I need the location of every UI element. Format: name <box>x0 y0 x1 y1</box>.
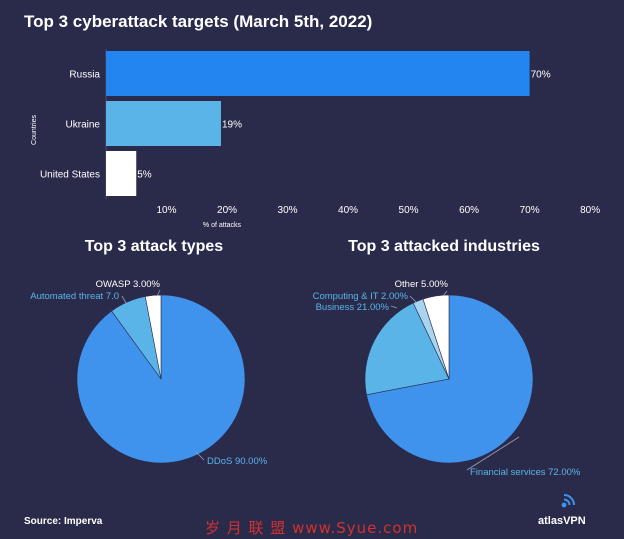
x-tick-label: 60% <box>459 205 479 216</box>
slice-label: Computing & IT 2.00% <box>313 291 409 302</box>
atlasvpn-logo-icon <box>561 494 575 508</box>
slice-label: Financial services 72.00% <box>470 467 581 478</box>
pie-slice <box>144 294 162 380</box>
value-label: 5% <box>137 170 152 181</box>
bar-ukraine <box>106 101 221 146</box>
pie-slice <box>366 294 534 464</box>
leader-line <box>390 305 398 309</box>
x-tick-label: 30% <box>278 205 298 216</box>
x-tick-label: 80% <box>580 205 600 216</box>
leader-line <box>409 295 417 303</box>
chart-title: Top 3 cyberattack targets (March 5th, 20… <box>24 12 373 31</box>
pie-slice <box>422 294 450 380</box>
category-label: Russia <box>69 70 100 81</box>
bar-russia <box>106 51 530 96</box>
leader-line <box>156 289 161 297</box>
x-tick-label: 20% <box>217 205 237 216</box>
pie-slice <box>364 302 450 396</box>
leader-line <box>442 290 448 297</box>
value-label: 19% <box>222 120 242 131</box>
bar-united-states <box>106 151 137 196</box>
slice-label: Automated threat 7.0 <box>30 291 119 302</box>
x-tick-label: 10% <box>157 205 177 216</box>
x-tick-label: 70% <box>520 205 540 216</box>
slice-label: OWASP 3.00% <box>96 279 161 290</box>
x-tick-label: 50% <box>399 205 419 216</box>
y-axis-label: Countries <box>31 115 38 145</box>
x-axis-label: % of attacks <box>203 222 242 229</box>
brand-name: atlasVPN <box>538 515 586 527</box>
value-label: 70% <box>531 70 551 81</box>
pie-attack-types-title: Top 3 attack types <box>84 238 224 255</box>
leader-line <box>195 451 205 461</box>
leader-line <box>466 436 520 471</box>
category-label: United States <box>40 170 100 181</box>
pie-industries-title: Top 3 attacked industries <box>348 238 540 255</box>
source-note: Source: Imperva <box>24 516 103 527</box>
watermark: 岁 月 联 盟 www.Syue.com <box>205 519 419 537</box>
category-label: Ukraine <box>66 120 101 131</box>
slice-label: DDoS 90.00% <box>207 456 268 467</box>
x-tick-label: 40% <box>338 205 358 216</box>
leader-line <box>121 295 127 304</box>
slice-label: Business 21.00% <box>316 302 390 313</box>
slice-label: Other 5.00% <box>395 279 449 290</box>
